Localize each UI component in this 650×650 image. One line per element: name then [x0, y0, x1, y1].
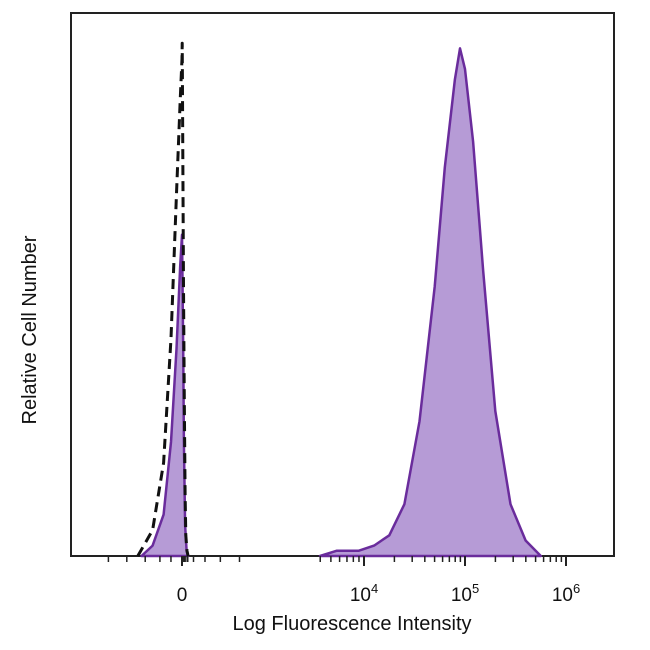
series-layer — [136, 41, 543, 558]
x-tick-label: 106 — [552, 581, 580, 606]
x-axis-ticks — [107, 556, 567, 566]
x-tick-label: 0 — [177, 585, 188, 606]
x-tick-label: 105 — [451, 581, 479, 606]
y-axis-label: Relative Cell Number — [19, 235, 41, 424]
x-axis-tick-labels: 0 104 105 106 — [177, 581, 580, 606]
x-axis-label: Log Fluorescence Intensity — [232, 613, 471, 635]
filled-histogram-peak-2 — [318, 47, 543, 558]
dashed-histogram-outline — [136, 41, 190, 557]
plot-frame — [70, 12, 615, 557]
x-tick-label: 104 — [350, 581, 378, 606]
filled-histogram-peak-1 — [140, 233, 190, 558]
